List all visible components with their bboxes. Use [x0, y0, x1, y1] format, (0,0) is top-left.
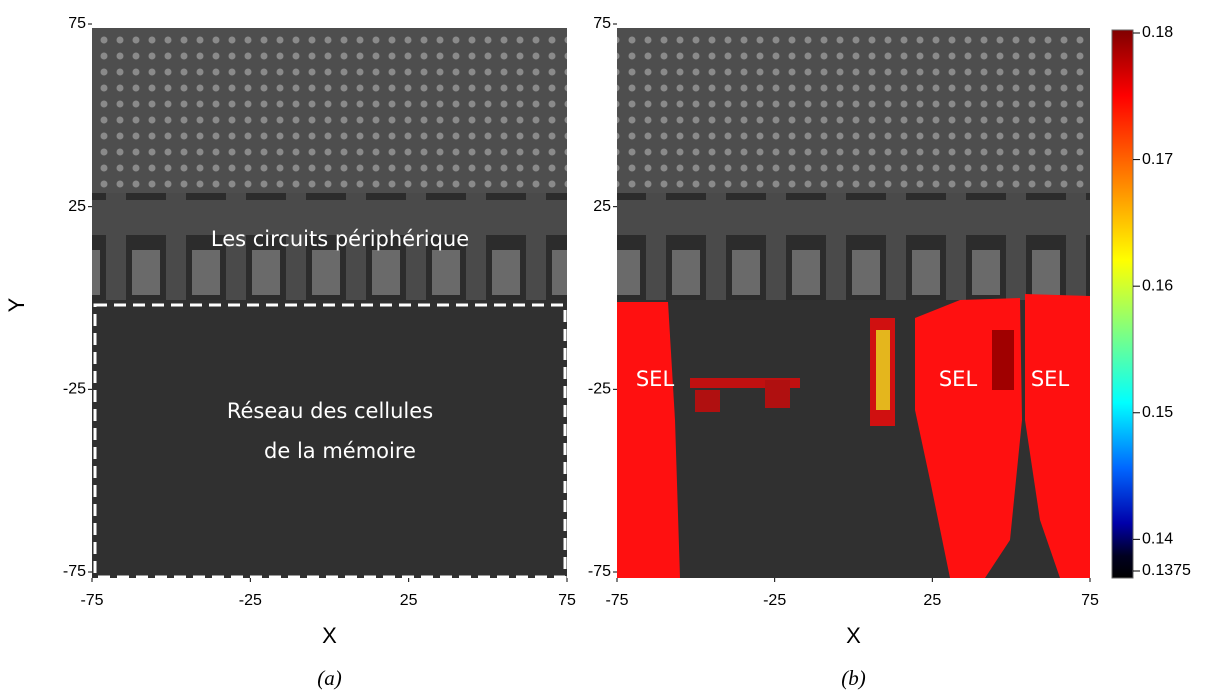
- colorbar: [1111, 29, 1134, 579]
- x-axis-label: X: [846, 623, 861, 648]
- colorbar-tick-label: 0.17: [1142, 151, 1173, 168]
- x-tick-label: -75: [80, 592, 103, 609]
- x-tick-label: 75: [558, 592, 576, 609]
- annotation: SEL: [636, 367, 675, 391]
- y-tick-label: 25: [68, 198, 86, 215]
- colorbar-tick-label: 0.14: [1142, 531, 1173, 548]
- caption: (a): [317, 666, 342, 690]
- colorbar-tick-label: 0.1375: [1142, 562, 1191, 579]
- annotation: Réseau des cellules: [227, 399, 433, 423]
- colorbar-tick-label: 0.16: [1142, 277, 1173, 294]
- y-tick-label: 25: [593, 198, 611, 215]
- y-tick-label: -75: [63, 563, 86, 580]
- annotation: SEL: [1031, 367, 1070, 391]
- y-axis-label: Y: [4, 297, 29, 312]
- annotation: Les circuits périphérique: [211, 227, 469, 251]
- image-a: [92, 28, 567, 579]
- x-tick-label: -25: [763, 592, 786, 609]
- y-tick-label: -75: [588, 563, 611, 580]
- caption: (b): [841, 666, 866, 690]
- y-tick-label: -25: [588, 381, 611, 398]
- x-tick-label: 75: [1081, 592, 1099, 609]
- x-tick-label: 25: [923, 592, 941, 609]
- y-tick-label: 75: [68, 15, 86, 32]
- y-tick-label: -25: [63, 381, 86, 398]
- image-b: [617, 28, 1090, 578]
- x-tick-label: 25: [400, 592, 418, 609]
- x-tick-label: -25: [239, 592, 262, 609]
- x-axis-label: X: [322, 623, 337, 648]
- x-tick-label: -75: [605, 592, 628, 609]
- colorbar-tick-label: 0.15: [1142, 404, 1173, 421]
- annotation: SEL: [939, 367, 978, 391]
- colorbar-tick-label: 0.18: [1142, 24, 1173, 41]
- annotation: de la mémoire: [264, 439, 416, 463]
- y-tick-label: 75: [593, 15, 611, 32]
